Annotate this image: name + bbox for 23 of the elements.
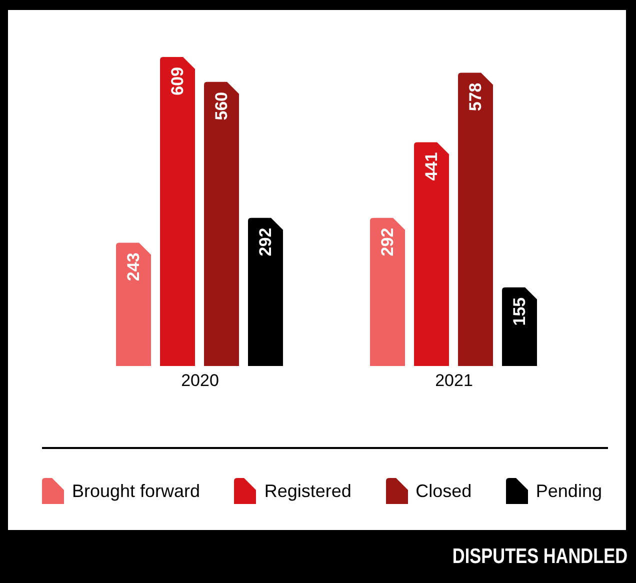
bar xyxy=(502,287,537,366)
bar xyxy=(248,218,283,366)
legend-label: Closed xyxy=(416,480,472,502)
data-label: 292 xyxy=(256,228,275,256)
bar xyxy=(116,242,151,366)
bar xyxy=(458,72,493,366)
data-label: 243 xyxy=(124,252,143,282)
text: DISPUTES HANDLED xyxy=(452,545,628,569)
bar xyxy=(204,82,239,366)
data-label: 609 xyxy=(168,67,187,96)
data-label: 441 xyxy=(422,152,441,181)
x-tick-label: 2020 xyxy=(181,371,219,390)
bar xyxy=(414,142,449,366)
data-label: 155 xyxy=(510,297,529,326)
legend-label: Registered xyxy=(264,480,352,502)
data-label: 578 xyxy=(466,82,485,112)
bar xyxy=(160,57,195,366)
data-label: 292 xyxy=(378,228,397,256)
legend-label: Brought forward xyxy=(72,480,200,502)
data-label: 560 xyxy=(212,92,231,120)
x-tick-label: 2021 xyxy=(435,371,473,390)
bar xyxy=(370,218,405,366)
legend-label: Pending xyxy=(536,480,602,502)
